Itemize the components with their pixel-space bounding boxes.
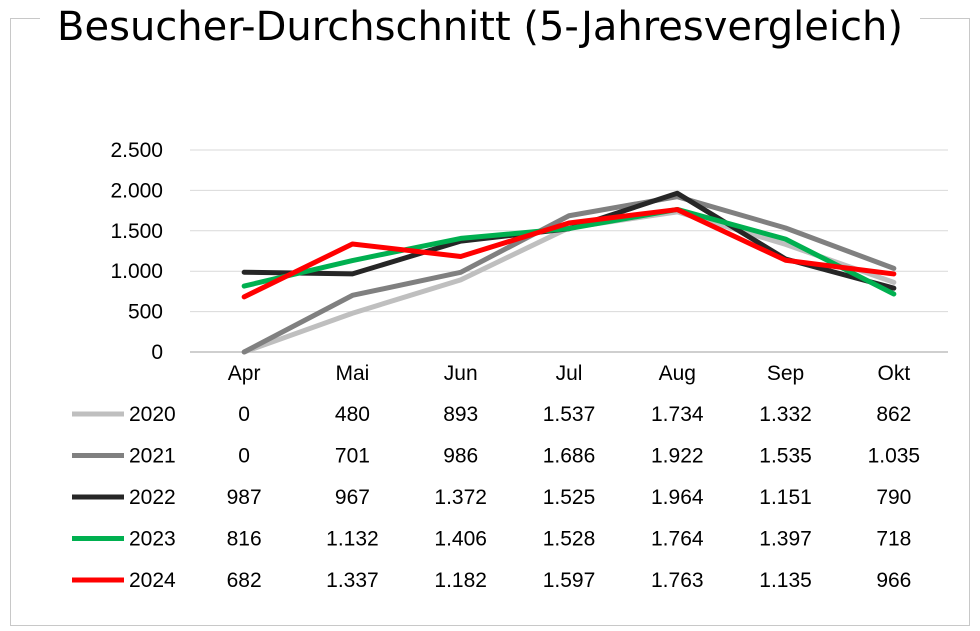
data-table-cell: 893: [443, 403, 478, 426]
data-table-cell: 1.397: [759, 528, 812, 551]
x-tick-label: Jun: [444, 362, 478, 385]
data-table-cell: 682: [227, 569, 262, 592]
series-line-2023: [241, 206, 897, 297]
data-table: 2020 0 480 893 1.537 1.734 1.332 862 2021 0 701 986…: [72, 403, 920, 592]
data-table-cell: 1.372: [434, 486, 487, 509]
data-table-cell: 987: [227, 486, 262, 509]
data-table-cell: 790: [876, 486, 911, 509]
legend-label-2021: 2021: [129, 445, 176, 468]
y-axis: 0 500 1.000 1.500 2.000 2.500: [110, 139, 163, 364]
x-axis: Apr Mai Jun Jul Aug Sep Okt: [228, 362, 911, 385]
data-table-cell: 1.406: [434, 528, 487, 551]
data-table-cell: 1.597: [543, 569, 596, 592]
data-table-cell: 816: [227, 528, 262, 551]
data-table-cell: 1.151: [759, 486, 812, 509]
data-table-cell: 1.135: [759, 569, 812, 592]
y-tick-label: 1.000: [110, 260, 163, 283]
series-line-2024: [241, 207, 897, 300]
data-table-cell: 1.337: [326, 569, 379, 592]
legend-label-2024: 2024: [129, 569, 176, 592]
series-line-2022: [241, 190, 897, 291]
data-table-cell: 1.686: [543, 445, 596, 468]
data-table-cell: 1.528: [543, 528, 596, 551]
x-tick-label: Jul: [556, 362, 583, 385]
data-table-cell: 0: [238, 403, 250, 426]
data-table-cell: 1.763: [651, 569, 704, 592]
series-lines: [241, 190, 897, 355]
data-table-cell: 967: [335, 486, 370, 509]
data-table-cell: 718: [876, 528, 911, 551]
data-table-cell: 1.922: [651, 445, 704, 468]
y-tick-label: 2.500: [110, 139, 163, 162]
data-table-cell: 1.332: [759, 403, 812, 426]
data-table-cell: 1.035: [868, 445, 921, 468]
data-table-cell: 1.537: [543, 403, 596, 426]
x-tick-label: Aug: [659, 362, 696, 385]
legend-label-2022: 2022: [129, 486, 176, 509]
data-table-cell: 0: [238, 445, 250, 468]
y-tick-label: 0: [151, 341, 163, 364]
data-table-cell: 862: [876, 403, 911, 426]
data-table-cell: 966: [876, 569, 911, 592]
data-table-cell: 1.964: [651, 486, 704, 509]
x-tick-label: Mai: [336, 362, 370, 385]
chart-title: Besucher-Durchschnitt (5-Jahresvergleich…: [40, 2, 920, 52]
y-tick-label: 2.000: [110, 179, 163, 202]
data-table-cell: 701: [335, 445, 370, 468]
data-table-cell: 1.535: [759, 445, 812, 468]
data-table-cell: 1.764: [651, 528, 704, 551]
legend-label-2023: 2023: [129, 528, 176, 551]
x-tick-label: Okt: [878, 362, 911, 385]
series-line-2021: [241, 194, 897, 355]
data-table-cell: 1.734: [651, 403, 704, 426]
data-table-cell: 480: [335, 403, 370, 426]
data-table-cell: 1.132: [326, 528, 379, 551]
y-tick-label: 1.500: [110, 220, 163, 243]
data-table-cell: 1.525: [543, 486, 596, 509]
data-table-cell: 1.182: [434, 569, 487, 592]
legend-label-2020: 2020: [129, 403, 176, 426]
x-tick-label: Sep: [767, 362, 804, 385]
data-table-cell: 986: [443, 445, 478, 468]
x-tick-label: Apr: [228, 362, 261, 385]
y-tick-label: 500: [128, 301, 163, 324]
